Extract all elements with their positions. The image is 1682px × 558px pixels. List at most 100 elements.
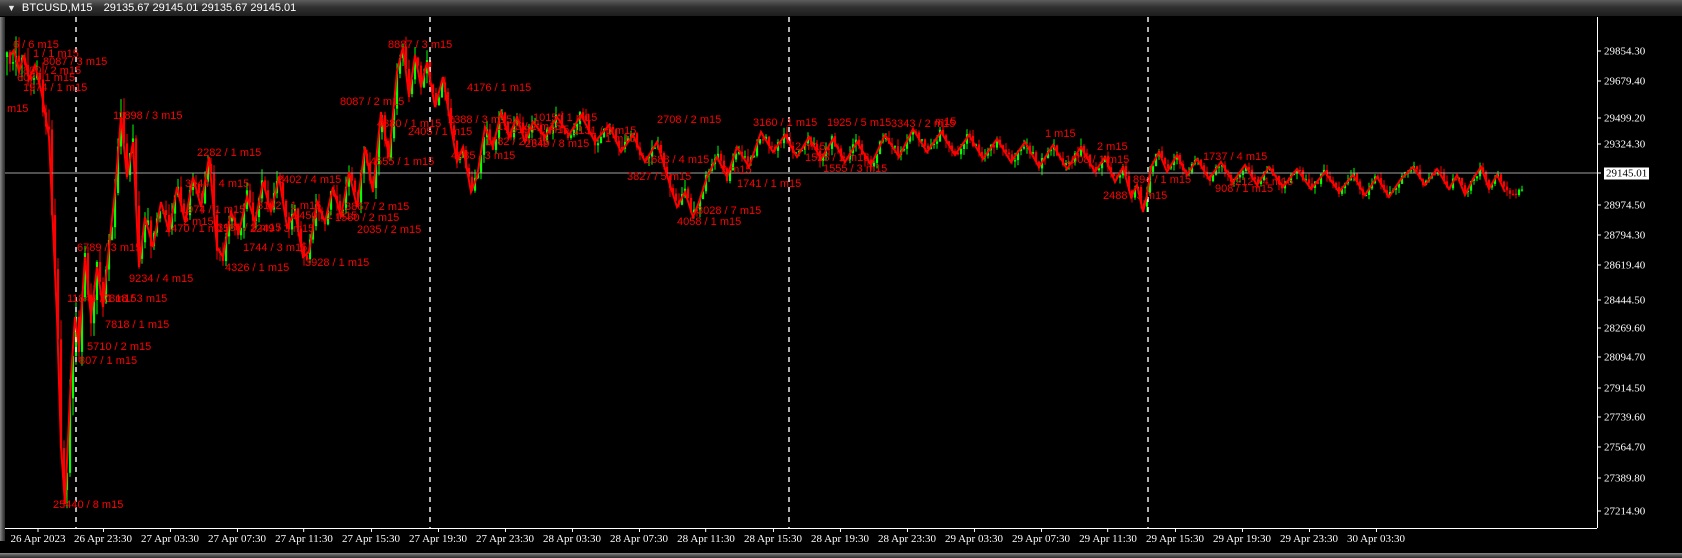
time-axis-line [5,528,1597,529]
candle-body [512,124,516,138]
candle-body [428,60,432,85]
candle-body [470,176,474,191]
candle-body [587,120,591,135]
zigzag-annotation-label: 1580 / 2 m15 [335,212,399,224]
candle-body [11,62,15,64]
candle-body [539,125,543,134]
candle-body [32,78,36,80]
candle-body [290,213,294,230]
candle-body [263,180,267,191]
price-axis-tick: 29324.30 [1597,138,1645,151]
candle-body [767,136,771,147]
candle-body [614,129,618,141]
candle-body [1220,165,1224,167]
chevron-down-icon[interactable]: ▼ [7,2,16,13]
candle-body [521,122,525,134]
zigzag-annotation-label: 3144 / 4 m15 [185,178,249,190]
price-tick-mark [1597,477,1601,479]
candle-body [770,146,774,148]
candle-body [1517,189,1521,195]
price-tick-mark [1597,234,1601,236]
zigzag-polyline [8,46,1506,505]
candle-body [530,123,534,133]
candle-body [536,123,540,125]
candle-body [620,147,624,149]
candle-body [803,143,807,150]
candle-body [1127,176,1131,191]
zigzag-annotation-label: 2 m15 [721,164,752,176]
candle-body [1301,170,1305,181]
candle-body [920,139,924,141]
candle-body [1244,167,1248,171]
time-tick-mark [1241,528,1243,532]
candle-body [389,138,393,158]
candle-body [281,182,285,201]
time-axis-tick: 27 Apr 11:30 [275,528,333,545]
time-tick-label: 27 Apr 15:30 [341,533,401,545]
candle-body [80,297,84,352]
candle-body [659,145,663,153]
candle-body [383,115,387,141]
candle-body [395,73,399,109]
zigzag-annotation-label: 1688 / 4 m15 [645,154,709,166]
price-tick-label: 27739.60 [1604,411,1646,423]
candle-body [422,73,426,88]
candle-body [509,133,513,138]
candle-body [305,255,309,260]
candle-body [251,202,255,221]
candle-body [1469,181,1473,191]
time-axis-tick: 26 Apr 2023 [11,528,66,545]
time-axis-tick: 29 Apr 19:30 [1213,528,1271,545]
time-tick-label: 28 Apr 19:30 [810,533,870,545]
candle-body [479,154,483,173]
price-tick-label: 28794.30 [1604,229,1646,241]
candle-body [1172,159,1176,166]
candle-body [1499,174,1503,182]
candle-body [1466,190,1470,192]
price-axis[interactable]: 29854.30 29679.40 29499.20 29324.30 29145.01… [1597,17,1682,528]
candle-body [926,145,930,149]
candle-body [557,114,561,116]
bottom-scroll-strip[interactable] [0,553,1682,558]
candle-body [230,217,234,222]
zigzag-annotation-label: 1974 / 1 m15 [23,82,87,94]
price-tick-mark [1597,50,1601,52]
time-tick-label: 28 Apr 23:30 [877,533,937,545]
candle-body [440,82,444,98]
candle-body [518,122,522,124]
candle-body [1022,146,1026,149]
candle-body [1514,193,1518,195]
price-tick-mark [1597,204,1601,206]
candle-body [1340,188,1344,194]
candle-body [215,215,219,251]
zigzag-annotation-label: 1 / 1 m15 [33,48,79,60]
price-tick-mark [1597,510,1601,512]
candle-body [350,173,354,181]
zigzag-annotation-label: 1974 / 1 m15 [181,204,245,216]
candle-body [458,157,462,160]
time-tick-label: 26 Apr 2023 [10,533,66,545]
candle-body [74,316,78,356]
candle-body [1433,174,1437,176]
candle-body [1304,179,1308,181]
candle-body [911,131,915,135]
time-tick-mark [1174,528,1176,532]
zigzag-annotation-label: 2349 / 8 m15 [525,138,589,150]
candle-body [437,97,441,106]
time-tick-mark [370,528,372,532]
candle-body [1166,164,1170,169]
candle-body [1097,168,1101,171]
candle-body [653,147,657,149]
time-axis[interactable]: 26 Apr 2023 26 Apr 23:30 27 Apr 03:30 27 Ap… [5,528,1597,553]
left-scroll-strip[interactable] [0,17,5,541]
candle-body [1289,174,1293,183]
candle-body [1502,181,1506,187]
candle-body [95,262,99,300]
candle-body [605,128,609,131]
zigzag-annotation-label: 25440 / 8 m15 [53,499,123,511]
candle-body [419,65,423,88]
chart-plot-area[interactable]: 6 / 6 m15 1 / 1 m15 8087 / 3 m15 800 / 2 m1… [5,17,1597,528]
candle-body [626,138,630,142]
candle-body [743,156,747,158]
time-tick-label: 28 Apr 03:30 [542,533,602,545]
